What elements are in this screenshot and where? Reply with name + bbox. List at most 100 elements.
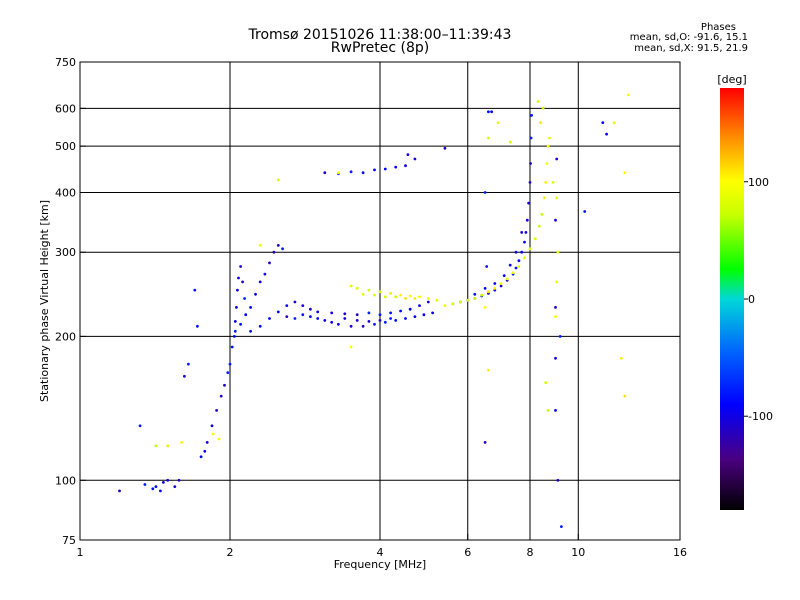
x-tick-label: 16: [673, 546, 687, 559]
data-point: [583, 210, 587, 213]
data-point: [235, 306, 238, 309]
data-point: [309, 315, 312, 318]
data-point: [546, 144, 550, 148]
data-point: [556, 478, 560, 482]
data-point: [431, 311, 434, 315]
data-point: [551, 181, 555, 184]
data-point: [316, 310, 320, 314]
data-point: [203, 449, 207, 453]
data-point: [499, 284, 503, 288]
data-point: [118, 489, 121, 493]
data-point: [413, 315, 417, 318]
data-point: [159, 489, 162, 493]
data-point: [554, 306, 557, 309]
data-point: [162, 481, 165, 484]
data-point: [529, 136, 533, 140]
data-point: [138, 424, 142, 428]
data-point: [508, 140, 512, 144]
data-point: [239, 322, 243, 326]
data-point: [480, 293, 484, 297]
data-point: [337, 322, 340, 326]
data-point: [268, 261, 271, 265]
data-point: [485, 265, 489, 268]
data-point: [545, 162, 549, 165]
data-point: [378, 290, 382, 294]
data-point: [154, 444, 158, 448]
data-point: [389, 317, 392, 320]
data-point: [418, 304, 421, 307]
data-point: [276, 178, 280, 182]
data-point: [399, 309, 402, 313]
data-point: [520, 250, 524, 254]
data-point: [367, 288, 371, 292]
data-point: [541, 106, 545, 110]
data-point: [483, 191, 487, 194]
data-point: [367, 320, 371, 323]
data-point: [560, 525, 563, 528]
data-point: [373, 168, 376, 172]
data-point: [493, 282, 497, 285]
grid-lines: [80, 62, 680, 540]
data-point: [490, 110, 493, 114]
data-point: [349, 324, 353, 328]
y-tick-label: 600: [55, 102, 76, 115]
chart-subtitle: RwPretec (8p): [330, 40, 430, 56]
data-point: [408, 307, 412, 311]
data-point: [268, 317, 271, 320]
data-point: [239, 265, 243, 268]
x-tick-label: 10: [571, 546, 585, 559]
data-point: [187, 362, 190, 366]
data-point: [413, 157, 417, 161]
data-point: [211, 432, 215, 436]
data-point: [196, 324, 199, 328]
data-point: [483, 287, 487, 290]
data-point: [330, 311, 334, 315]
data-point: [383, 320, 387, 324]
data-point: [556, 250, 560, 254]
data-point: [487, 290, 490, 294]
data-point: [623, 394, 627, 398]
data-point: [180, 441, 184, 444]
data-point: [361, 171, 365, 175]
data-point: [473, 297, 477, 300]
data-point: [230, 345, 234, 349]
data-point: [493, 287, 497, 290]
x-axis-label: Frequency [MHz]: [334, 558, 426, 571]
data-point: [272, 250, 276, 254]
data-point: [243, 297, 247, 300]
data-point: [205, 441, 209, 444]
data-point: [418, 295, 421, 299]
data-point: [487, 110, 490, 114]
data-point: [530, 114, 533, 117]
chart-title: Tromsø 20151026 11:38:00–11:39:43: [248, 27, 512, 43]
data-point: [612, 121, 616, 124]
data-point: [451, 302, 455, 306]
y-tick-label: 100: [55, 474, 76, 487]
data-point: [258, 244, 262, 247]
data-point: [249, 306, 253, 309]
data-point: [293, 317, 297, 320]
data-point: [483, 441, 487, 444]
data-point: [285, 315, 289, 318]
data-point: [215, 409, 219, 412]
data-point: [487, 368, 490, 372]
data-point: [525, 218, 529, 222]
data-point: [323, 171, 327, 175]
data-point: [355, 287, 359, 290]
x-axis-ticks: 1 2 4 6 8 10 16: [77, 534, 687, 559]
data-point: [548, 136, 551, 140]
data-point: [249, 329, 253, 333]
data-point: [166, 478, 170, 482]
data-point: [523, 240, 526, 244]
y-tick-label: 500: [55, 140, 76, 153]
x-tick-label: 8: [527, 546, 534, 559]
data-point: [404, 164, 407, 168]
data-point: [394, 319, 398, 322]
data-point: [537, 224, 541, 228]
data-point: [533, 237, 537, 241]
data-point: [210, 424, 214, 428]
colorbar-tick-label: -100: [748, 410, 773, 423]
x-tick-label: 2: [227, 546, 234, 559]
data-point: [337, 171, 340, 175]
